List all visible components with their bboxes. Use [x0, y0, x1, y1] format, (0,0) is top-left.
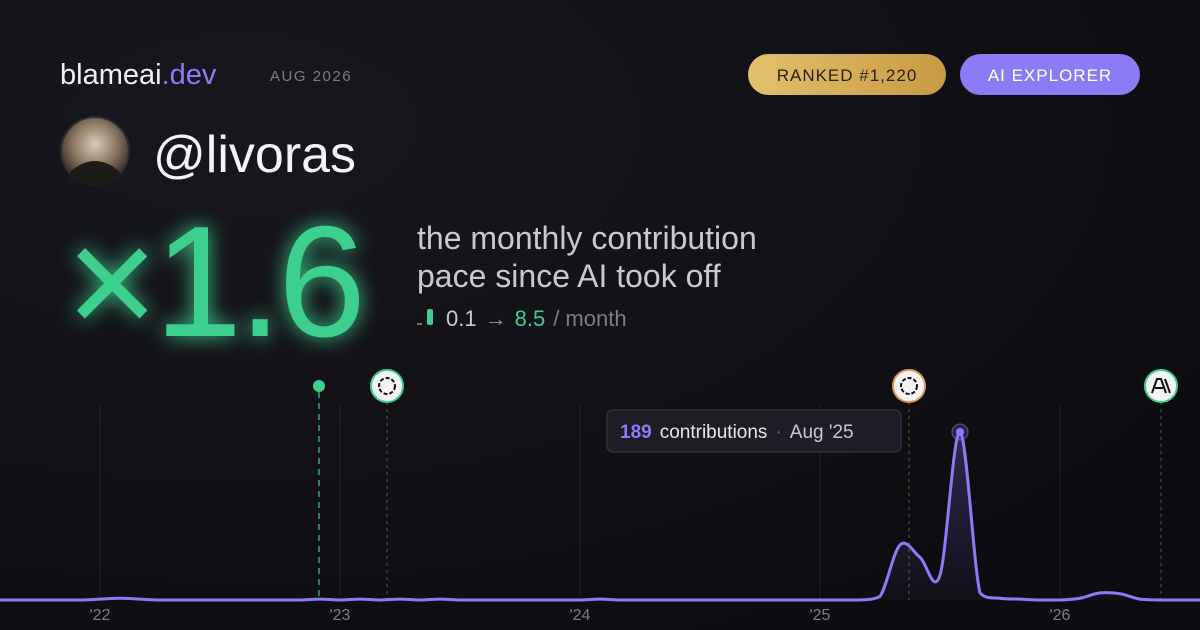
- pace-arrow: →: [485, 306, 507, 331]
- date: AUG 2026: [270, 68, 352, 85]
- area-fill: [0, 431, 1200, 600]
- peak-dot: [956, 428, 964, 436]
- handle: @livoras: [153, 126, 356, 184]
- x-tick-label: '22: [90, 607, 111, 624]
- tooltip-label: contributions: [660, 422, 768, 443]
- rank-badge: [748, 54, 946, 95]
- brand-tld: .dev: [162, 59, 217, 91]
- x-tick-label: '25: [810, 607, 831, 624]
- brand: blameai.dev: [60, 59, 217, 91]
- pace-icon-low: [417, 323, 422, 325]
- tooltip-value: 189: [620, 422, 652, 443]
- tooltip-text: 189 contributions · Aug '25: [620, 422, 854, 443]
- caption-line: pace since AI took off: [417, 258, 721, 294]
- tier-badge-text: AI EXPLORER: [988, 66, 1112, 85]
- pace-unit: / month: [553, 306, 626, 331]
- pace-from: 0.1: [446, 306, 477, 331]
- event-icon-glyph: [378, 377, 396, 395]
- caption-line: the monthly contribution: [417, 220, 757, 256]
- event-markers: [313, 369, 1178, 600]
- area-line: [0, 430, 1200, 602]
- pace-line: 0.1 → 8.5 / month: [446, 306, 627, 331]
- tooltip-separator: ·: [775, 422, 781, 443]
- brand-name: blameai: [60, 59, 162, 91]
- event-dot: [313, 380, 325, 392]
- event-icon-glyph: [1151, 378, 1171, 394]
- rank-badge-text: RANKED #1,220: [777, 66, 918, 85]
- tooltip: [606, 409, 902, 453]
- x-tick-label: '23: [330, 607, 351, 624]
- event-icon-glyph: [900, 377, 918, 395]
- multiplier: ×1.6: [66, 194, 362, 370]
- x-tick-label: '24: [570, 607, 591, 624]
- avatar-detail: [70, 161, 120, 186]
- tier-badge: [960, 54, 1140, 95]
- event-icon: [1144, 369, 1178, 403]
- event-icon: [370, 369, 404, 403]
- event-icon: [892, 369, 926, 403]
- x-tick-label: '26: [1050, 607, 1071, 624]
- pace-icon-high: [427, 309, 433, 325]
- pace-to: 8.5: [515, 306, 546, 331]
- chart: '22 '23 '24 '25 '26: [0, 405, 1200, 624]
- tooltip-date: Aug '25: [790, 422, 854, 443]
